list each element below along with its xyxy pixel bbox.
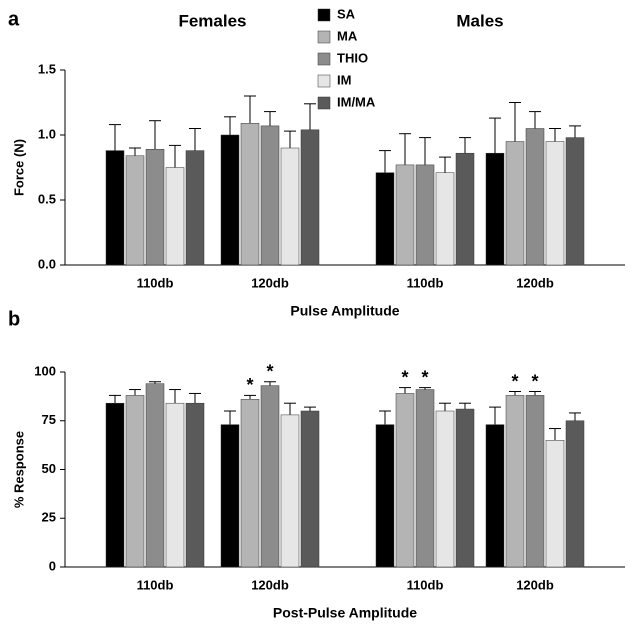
y-tick-label: 25 — [42, 510, 56, 525]
bar — [165, 167, 185, 266]
bar — [395, 164, 415, 266]
bar — [375, 172, 395, 266]
bar — [525, 395, 545, 568]
y-tick-label: 100 — [34, 363, 56, 378]
bar — [525, 128, 545, 266]
significance-marker: * — [401, 367, 408, 387]
y-tick-label: 0 — [49, 558, 56, 573]
legend-label: THIO — [337, 50, 368, 65]
bar — [545, 141, 565, 266]
x-axis-title: Pulse Amplitude — [290, 303, 399, 319]
group-title: Females — [178, 11, 246, 30]
significance-marker: * — [511, 371, 518, 391]
x-tick-label: 110db — [407, 577, 444, 592]
legend-swatch — [317, 30, 331, 44]
legend-label: IM/MA — [337, 94, 376, 109]
bar — [165, 402, 185, 568]
y-tick-label: 50 — [42, 461, 56, 476]
bar — [240, 399, 260, 568]
x-tick-label: 120db — [516, 275, 554, 290]
x-tick-label: 120db — [251, 577, 289, 592]
y-tick-label: 75 — [42, 412, 56, 427]
bar — [505, 395, 525, 568]
bar — [455, 408, 475, 568]
bar — [545, 440, 565, 568]
y-axis-title: % Response — [11, 431, 26, 508]
x-tick-label: 110db — [137, 577, 174, 592]
significance-marker: * — [531, 371, 538, 391]
bar — [105, 402, 125, 568]
bar — [280, 414, 300, 568]
group-title: Males — [456, 11, 503, 30]
bar — [300, 129, 320, 266]
bar — [300, 410, 320, 568]
bar — [485, 152, 505, 266]
significance-marker: * — [266, 362, 273, 382]
bar — [415, 164, 435, 266]
bar — [125, 395, 145, 568]
x-tick-label: 110db — [407, 275, 444, 290]
legend-swatch — [317, 8, 331, 22]
y-tick-label: 1.5 — [38, 61, 56, 76]
x-axis-title: Post-Pulse Amplitude — [273, 605, 417, 621]
legend-swatch — [317, 52, 331, 66]
panel-label: a — [8, 8, 20, 30]
bar — [280, 147, 300, 266]
bar — [240, 123, 260, 266]
legend-swatch — [317, 74, 331, 88]
bar — [220, 424, 240, 568]
bar — [125, 155, 145, 266]
bar — [260, 385, 280, 568]
bar — [145, 383, 165, 568]
bar — [505, 141, 525, 266]
bar — [435, 172, 455, 266]
bar — [375, 424, 395, 568]
bar — [415, 389, 435, 568]
x-tick-label: 110db — [137, 275, 174, 290]
bar — [565, 420, 585, 568]
significance-marker: * — [421, 367, 428, 387]
y-tick-label: 0.0 — [38, 256, 56, 271]
legend-swatch — [317, 96, 331, 110]
legend-label: MA — [337, 28, 358, 43]
bar — [485, 424, 505, 568]
bar — [565, 137, 585, 266]
x-tick-label: 120db — [251, 275, 289, 290]
legend-label: SA — [337, 6, 356, 21]
legend-label: IM — [337, 72, 351, 87]
y-tick-label: 1.0 — [38, 126, 56, 141]
panel-label: b — [8, 308, 20, 330]
significance-marker: * — [246, 375, 253, 395]
y-axis-title: Force (N) — [11, 139, 26, 196]
y-tick-label: 0.5 — [38, 191, 56, 206]
bar — [260, 125, 280, 266]
bar — [395, 393, 415, 568]
bar — [220, 134, 240, 266]
bar — [185, 150, 205, 266]
bar — [105, 150, 125, 266]
bar — [435, 410, 455, 568]
x-tick-label: 120db — [516, 577, 554, 592]
bar — [185, 402, 205, 568]
bar — [455, 152, 475, 266]
bar — [145, 149, 165, 266]
